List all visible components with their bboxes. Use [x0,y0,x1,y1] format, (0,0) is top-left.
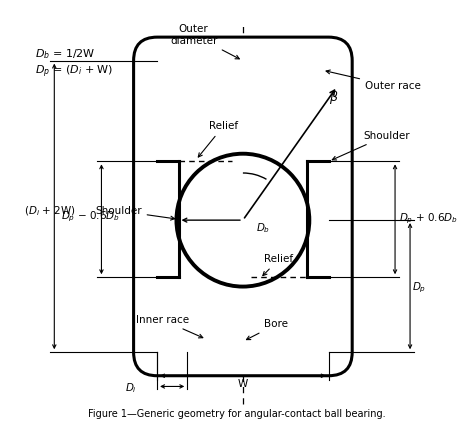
Text: Relief: Relief [263,254,293,276]
Text: $D_b$ = 1/2W: $D_b$ = 1/2W [35,47,95,61]
Text: Outer
diameter: Outer diameter [170,24,239,59]
Text: Relief: Relief [198,121,238,157]
Text: $D_b$: $D_b$ [256,221,270,235]
Text: W: W [238,379,248,389]
Text: Inner race: Inner race [136,315,203,338]
Text: Bore: Bore [246,319,288,340]
Text: $D_p$ = ($D_i$ + W): $D_p$ = ($D_i$ + W) [35,63,113,80]
Text: Outer race: Outer race [326,70,421,92]
Text: Shoulder: Shoulder [95,206,174,220]
Text: Figure 1—Generic geometry for angular-contact ball bearing.: Figure 1—Generic geometry for angular-co… [88,408,385,418]
FancyBboxPatch shape [134,37,352,376]
Text: $\beta$: $\beta$ [328,89,338,106]
Text: ($D_i$ + 2W): ($D_i$ + 2W) [24,204,76,218]
Text: $D_p$ − 0.6$D_b$: $D_p$ − 0.6$D_b$ [61,210,119,224]
Text: $D_p$ + 0.6$D_b$: $D_p$ + 0.6$D_b$ [399,212,458,227]
Text: Shoulder: Shoulder [332,131,410,160]
Text: $D_p$: $D_p$ [412,281,427,295]
Text: $D_i$: $D_i$ [126,382,137,396]
